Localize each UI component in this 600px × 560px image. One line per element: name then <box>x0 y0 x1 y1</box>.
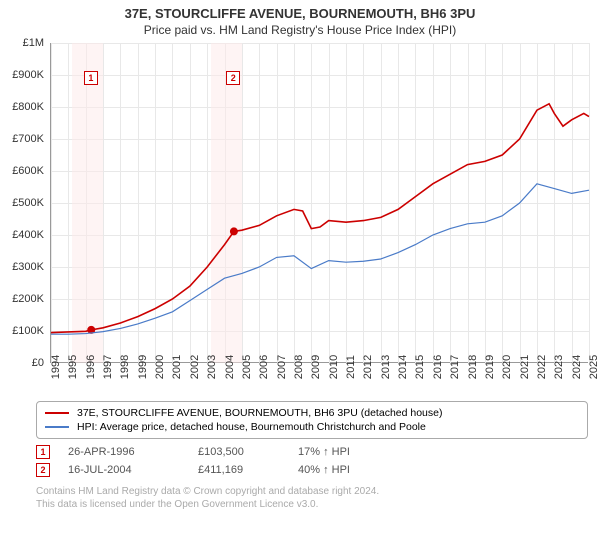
x-tick-label: 2016 <box>432 355 444 379</box>
grid-v <box>589 43 590 363</box>
x-tick-label: 2023 <box>553 355 565 379</box>
series-marker <box>230 227 238 235</box>
legend-item: 37E, STOURCLIFFE AVENUE, BOURNEMOUTH, BH… <box>45 406 579 420</box>
x-tick-label: 2022 <box>536 355 548 379</box>
x-tick-label: 2006 <box>258 355 270 379</box>
x-tick-label: 2002 <box>189 355 201 379</box>
x-tick-label: 2021 <box>519 355 531 379</box>
x-tick-label: 2001 <box>171 355 183 379</box>
x-tick-label: 2017 <box>449 355 461 379</box>
table-row: 2 16-JUL-2004 £411,169 40% ↑ HPI <box>36 461 588 479</box>
transaction-price: £411,169 <box>198 464 298 476</box>
x-tick-label: 2011 <box>345 355 357 379</box>
legend-swatch-red <box>45 412 69 414</box>
x-tick-label: 2025 <box>588 355 600 379</box>
x-tick-label: 1996 <box>85 355 97 379</box>
x-tick-label: 2009 <box>310 355 322 379</box>
transaction-hpi-delta: 40% ↑ HPI <box>298 464 398 476</box>
x-tick-label: 2014 <box>397 355 409 379</box>
x-tick-label: 1994 <box>50 355 62 379</box>
y-tick-label: £300K <box>12 261 44 273</box>
y-tick-label: £500K <box>12 197 44 209</box>
x-tick-label: 2015 <box>414 355 426 379</box>
transaction-price: £103,500 <box>198 446 298 458</box>
chart-subtitle: Price paid vs. HM Land Registry's House … <box>0 21 600 43</box>
x-tick-label: 1997 <box>102 355 114 379</box>
x-tick-label: 2020 <box>501 355 513 379</box>
footer-line: This data is licensed under the Open Gov… <box>36 498 588 511</box>
x-tick-label: 1998 <box>119 355 131 379</box>
transaction-date: 16-JUL-2004 <box>68 464 198 476</box>
plot-area: 12 <box>50 43 588 363</box>
y-tick-label: £100K <box>12 325 44 337</box>
x-tick-label: 2013 <box>380 355 392 379</box>
legend-swatch-blue <box>45 426 69 428</box>
y-tick-label: £200K <box>12 293 44 305</box>
marker-badge-1: 1 <box>36 445 50 459</box>
table-row: 1 26-APR-1996 £103,500 17% ↑ HPI <box>36 443 588 461</box>
series-price_paid <box>51 104 589 333</box>
marker-badge-2: 2 <box>36 463 50 477</box>
x-tick-label: 2010 <box>328 355 340 379</box>
x-tick-label: 2007 <box>276 355 288 379</box>
x-tick-label: 1999 <box>137 355 149 379</box>
transaction-date: 26-APR-1996 <box>68 446 198 458</box>
series-hpi <box>51 184 589 334</box>
transaction-marker-2: 2 <box>226 71 240 85</box>
x-tick-label: 2000 <box>154 355 166 379</box>
transaction-hpi-delta: 17% ↑ HPI <box>298 446 398 458</box>
footer-line: Contains HM Land Registry data © Crown c… <box>36 485 588 498</box>
x-tick-label: 2018 <box>467 355 479 379</box>
legend-label: HPI: Average price, detached house, Bour… <box>77 421 426 433</box>
x-tick-label: 2024 <box>571 355 583 379</box>
y-tick-label: £400K <box>12 229 44 241</box>
x-tick-label: 2008 <box>293 355 305 379</box>
transaction-marker-1: 1 <box>84 71 98 85</box>
y-tick-label: £700K <box>12 133 44 145</box>
x-tick-label: 2004 <box>224 355 236 379</box>
y-tick-label: £900K <box>12 69 44 81</box>
plot-svg <box>51 43 589 363</box>
legend-label: 37E, STOURCLIFFE AVENUE, BOURNEMOUTH, BH… <box>77 407 442 419</box>
x-tick-label: 2005 <box>241 355 253 379</box>
y-tick-label: £0 <box>32 357 44 369</box>
legend: 37E, STOURCLIFFE AVENUE, BOURNEMOUTH, BH… <box>36 401 588 439</box>
y-tick-label: £1M <box>23 37 44 49</box>
x-tick-label: 2003 <box>206 355 218 379</box>
footer: Contains HM Land Registry data © Crown c… <box>36 485 588 511</box>
chart-area: 12 £0£100K£200K£300K£400K£500K£600K£700K… <box>50 43 588 393</box>
legend-item: HPI: Average price, detached house, Bour… <box>45 420 579 434</box>
x-tick-label: 2019 <box>484 355 496 379</box>
x-tick-label: 1995 <box>67 355 79 379</box>
chart-title: 37E, STOURCLIFFE AVENUE, BOURNEMOUTH, BH… <box>0 0 600 21</box>
transactions-table: 1 26-APR-1996 £103,500 17% ↑ HPI 2 16-JU… <box>36 443 588 479</box>
y-tick-label: £600K <box>12 165 44 177</box>
y-tick-label: £800K <box>12 101 44 113</box>
x-tick-label: 2012 <box>362 355 374 379</box>
